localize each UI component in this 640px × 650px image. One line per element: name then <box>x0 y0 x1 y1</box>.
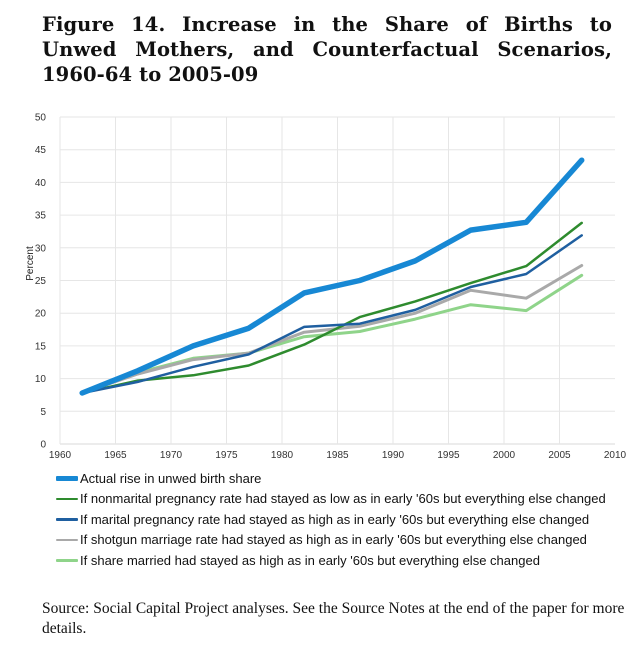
y-tick-label: 30 <box>35 243 47 254</box>
y-tick-label: 25 <box>35 276 47 287</box>
series-line-3 <box>80 234 583 395</box>
x-tick-label: 1980 <box>271 450 294 461</box>
legend-item: If share married had stayed as high as i… <box>56 550 606 571</box>
y-tick-label: 50 <box>35 113 47 124</box>
legend-label: Actual rise in unwed birth share <box>80 470 262 486</box>
legend: Actual rise in unwed birth share If nonma… <box>56 468 606 571</box>
x-tick-label: 1990 <box>382 450 405 461</box>
legend-label: If marital pregnancy rate had stayed as … <box>80 511 590 527</box>
legend-swatch <box>56 476 78 481</box>
x-tick-label: 1985 <box>326 450 349 461</box>
y-tick-label: 0 <box>40 440 46 451</box>
x-tick-label: 1960 <box>49 450 72 461</box>
source-note: Source: Social Capital Project analyses.… <box>42 600 625 637</box>
legend-item: If marital pregnancy rate had stayed as … <box>56 509 606 530</box>
x-tick-label: 1995 <box>437 450 460 461</box>
y-axis-ticks: 0 5 10 15 20 25 30 35 40 45 50 <box>35 113 47 451</box>
legend-item: If nonmarital pregnancy rate had stayed … <box>56 489 606 510</box>
legend-label: If nonmarital pregnancy rate had stayed … <box>80 491 606 507</box>
x-tick-label: 1970 <box>160 450 183 461</box>
x-tick-label: 2000 <box>493 450 516 461</box>
y-tick-label: 20 <box>35 309 47 320</box>
legend-item: If shotgun marriage rate had stayed as h… <box>56 530 606 551</box>
grid <box>59 116 615 445</box>
y-tick-label: 15 <box>35 341 47 352</box>
legend-swatch <box>56 497 78 500</box>
x-tick-label: 2010 <box>604 450 627 461</box>
y-tick-label: 10 <box>35 374 47 385</box>
series-lines <box>79 157 585 396</box>
legend-item: Actual rise in unwed birth share <box>56 468 606 489</box>
series-line-4 <box>80 264 584 395</box>
series-line-2 <box>80 221 583 395</box>
y-tick-label: 35 <box>35 211 47 222</box>
x-tick-label: 1975 <box>215 450 238 461</box>
legend-swatch <box>56 518 78 521</box>
x-tick-label: 1965 <box>104 450 127 461</box>
x-axis-ticks: 1960 1965 1970 1975 1980 1985 1990 1995 2000 2005… <box>49 450 627 461</box>
legend-label: If shotgun marriage rate had stayed as h… <box>80 532 587 548</box>
legend-swatch <box>56 538 78 541</box>
figure-title: Figure 14. Increase in the Share of Birt… <box>42 13 612 86</box>
legend-label: If share married had stayed as high as i… <box>80 552 540 568</box>
series-line-1 <box>79 157 585 396</box>
x-tick-label: 2005 <box>548 450 571 461</box>
y-axis-label: Percent <box>25 246 36 281</box>
legend-swatch <box>56 559 78 562</box>
y-tick-label: 5 <box>40 407 46 418</box>
y-tick-label: 40 <box>35 178 47 189</box>
y-tick-label: 45 <box>35 145 47 156</box>
line-chart: 0 5 10 15 20 25 30 35 40 45 50 1960 1965 1970 1975 198… <box>25 113 627 462</box>
